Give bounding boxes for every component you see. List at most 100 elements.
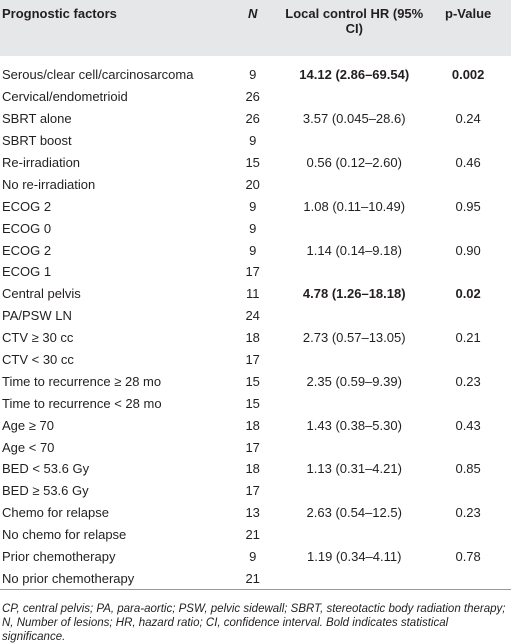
table-cell: 0.95 — [455, 198, 481, 214]
column-header: Prognostic factors — [2, 6, 117, 21]
table-cell — [425, 86, 511, 108]
table-cell — [425, 217, 511, 239]
table-cell: 0.21 — [455, 330, 481, 346]
table-row: Cervical/endometrioid 26 — [0, 86, 511, 108]
table-cell: 14.12 (2.86–69.54) — [299, 67, 410, 83]
table-cell: 18 — [245, 461, 260, 477]
table-cell: Central pelvis — [2, 286, 81, 302]
table-cell: 0.85 — [455, 461, 481, 477]
table-cell: 24 — [245, 308, 260, 324]
table-row: Prior chemotherapy 9 1.19 (0.34–4.11) 0.78 — [0, 546, 511, 568]
table-cell: 21 — [245, 570, 260, 586]
table-cell: 18 — [245, 330, 260, 346]
column-header: Local control HR (95% CI) — [285, 6, 424, 36]
table-cell: 9 — [249, 242, 257, 258]
table-cell: 21 — [245, 527, 260, 543]
table-cell: 1.08 (0.11–10.49) — [303, 198, 406, 214]
table-cell: 20 — [245, 176, 260, 192]
table-body: Serous/clear cell/carcinosarcoma 9 14.12 (… — [0, 56, 511, 590]
table-cell: 0.002 — [451, 67, 485, 83]
table-cell: ECOG 2 — [2, 242, 52, 258]
results-table: Prognostic factors N Local control HR (9… — [0, 0, 511, 590]
table-cell: 26 — [245, 111, 260, 127]
table-row: Time to recurrence < 28 mo 15 — [0, 392, 511, 414]
table-row: Serous/clear cell/carcinosarcoma 9 14.12 (… — [0, 56, 511, 86]
table-cell: 9 — [249, 67, 257, 83]
table-cell: 0.43 — [455, 417, 481, 433]
table-cell — [283, 261, 425, 283]
table-cell: BED ≥ 53.6 Gy — [2, 483, 89, 499]
table-cell: 0.90 — [455, 242, 481, 258]
table-cell: 2.73 (0.57–13.05) — [302, 330, 406, 346]
table-row: ECOG 2 9 1.08 (0.11–10.49) 0.95 — [0, 195, 511, 217]
table-cell: 2.63 (0.54–12.5) — [306, 505, 402, 521]
table-cell: 0.56 (0.12–2.60) — [306, 155, 402, 170]
table-cell — [283, 217, 425, 239]
table-cell: Re-irradiation — [2, 155, 81, 170]
table-row: ECOG 2 9 1.14 (0.14–9.18) 0.90 — [0, 239, 511, 261]
table-cell: Chemo for relapse — [2, 505, 109, 521]
table-cell: BED < 53.6 Gy — [2, 461, 90, 477]
table-cell — [425, 436, 511, 458]
table-cell — [425, 567, 511, 589]
table-cell: No prior chemotherapy — [2, 570, 135, 586]
table-cell: 11 — [245, 286, 260, 302]
table-row: CTV < 30 cc 17 — [0, 349, 511, 371]
table-row: BED < 53.6 Gy 18 1.13 (0.31–4.21) 0.85 — [0, 458, 511, 480]
table-cell: 1.14 (0.14–9.18) — [306, 242, 402, 258]
table-cell: Age ≥ 70 — [2, 417, 54, 433]
table-cell: 15 — [245, 373, 260, 389]
table-cell: Cervical/endometrioid — [2, 89, 128, 105]
table-cell — [283, 524, 425, 546]
table-cell: Prior chemotherapy — [2, 549, 116, 565]
table-row: No chemo for relapse 21 — [0, 524, 511, 546]
table-cell: Serous/clear cell/carcinosarcoma — [2, 67, 194, 83]
table-cell: 0.23 — [455, 505, 481, 521]
table-header: Prognostic factors N Local control HR (9… — [0, 0, 511, 56]
table-cell — [283, 173, 425, 195]
table-row: No re-irradiation 20 — [0, 173, 511, 195]
table-cell — [283, 305, 425, 327]
table-cell — [425, 305, 511, 327]
table-cell — [283, 436, 425, 458]
table-cell: ECOG 0 — [2, 220, 52, 236]
table-row: BED ≥ 53.6 Gy 17 — [0, 480, 511, 502]
table-cell: 1.13 (0.31–4.21) — [306, 461, 402, 477]
table-cell: 17 — [245, 483, 260, 499]
table-row: Chemo for relapse 13 2.63 (0.54–12.5) 0.23 — [0, 502, 511, 524]
table-cell: 0.23 — [455, 373, 481, 389]
table-row: PA/PSW LN 24 — [0, 305, 511, 327]
table-row: CTV ≥ 30 cc 18 2.73 (0.57–13.05) 0.21 — [0, 327, 511, 349]
table-cell — [425, 480, 511, 502]
table-cell: 9 — [249, 133, 257, 149]
table-cell — [425, 524, 511, 546]
table-row: Re-irradiation 15 0.56 (0.12–2.60) 0.46 — [0, 152, 511, 174]
table-cell: No re-irradiation — [2, 176, 96, 192]
table-cell: 0.02 — [455, 286, 481, 302]
table-cell — [283, 130, 425, 152]
table-cell — [425, 392, 511, 414]
table-cell: 0.46 — [455, 155, 481, 170]
table-cell: 17 — [245, 439, 260, 455]
table-cell — [283, 86, 425, 108]
header-row: Prognostic factors N Local control HR (9… — [0, 0, 511, 56]
table-cell: Time to recurrence < 28 mo — [2, 395, 162, 411]
table-cell: 4.78 (1.26–18.18) — [302, 286, 406, 302]
table-cell: Time to recurrence ≥ 28 mo — [2, 373, 162, 389]
table-cell: 15 — [245, 155, 260, 170]
table-row: Age < 70 17 — [0, 436, 511, 458]
table-cell: SBRT boost — [2, 133, 72, 149]
table-cell: 9 — [249, 220, 257, 236]
table-row: Age ≥ 70 18 1.43 (0.38–5.30) 0.43 — [0, 414, 511, 436]
table-cell — [283, 480, 425, 502]
table-cell: 13 — [245, 505, 260, 521]
table-cell: PA/PSW LN — [2, 308, 72, 324]
table-cell — [425, 130, 511, 152]
table-cell: No chemo for relapse — [2, 527, 127, 543]
table-cell: 18 — [245, 417, 260, 433]
table-cell: ECOG 2 — [2, 198, 52, 214]
column-header: N — [247, 6, 258, 21]
table-row: No prior chemotherapy 21 — [0, 567, 511, 589]
table-row: Central pelvis 11 4.78 (1.26–18.18) 0.02 — [0, 283, 511, 305]
table-cell: 17 — [245, 264, 260, 280]
